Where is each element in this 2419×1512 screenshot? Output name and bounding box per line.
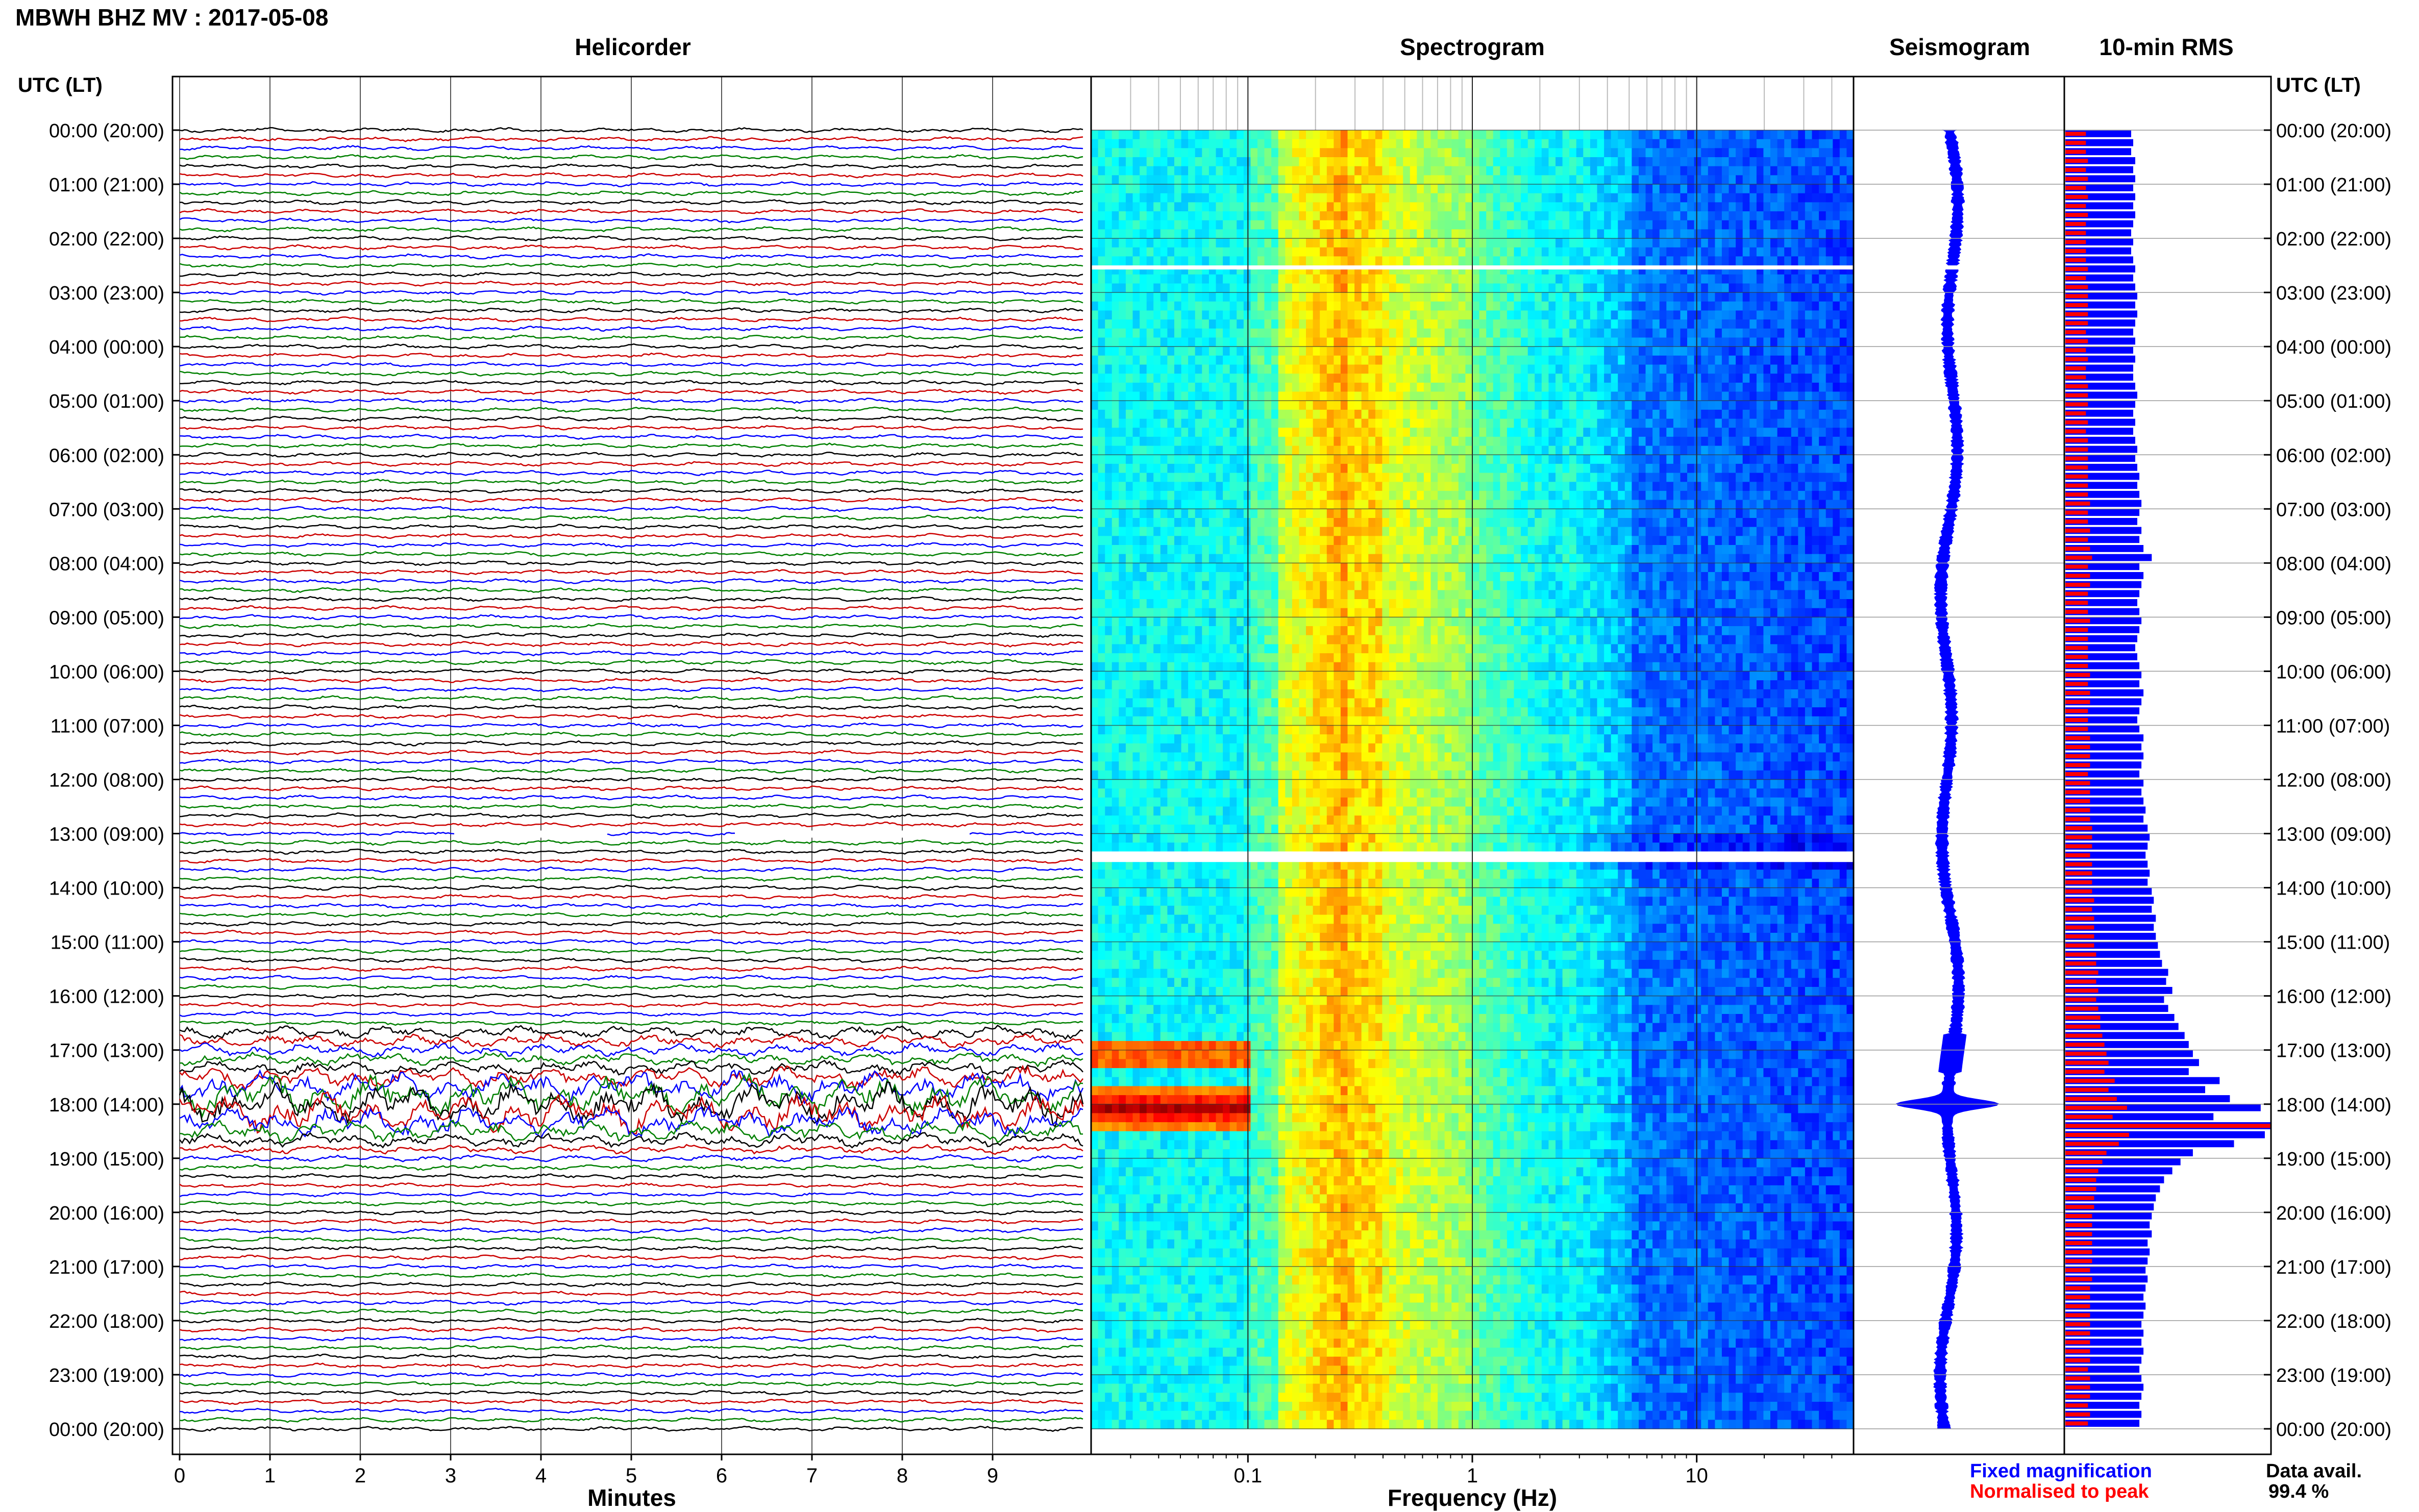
hour-label: 22:00 (18:00) xyxy=(2276,1311,2391,1332)
legend-fixed: Fixed magnification xyxy=(1970,1460,2152,1482)
hour-label: 02:00 (22:00) xyxy=(49,229,164,250)
spectrogram-image xyxy=(1091,77,1854,1429)
hour-label: 02:00 (22:00) xyxy=(2276,229,2391,250)
hour-label: 18:00 (14:00) xyxy=(2276,1095,2391,1116)
hour-label: 04:00 (00:00) xyxy=(2276,337,2391,358)
hour-label: 15:00 (11:00) xyxy=(2276,932,2390,954)
minute-tick-label: 4 xyxy=(535,1465,547,1487)
minute-tick-label: 0 xyxy=(174,1465,185,1487)
minute-tick-label: 9 xyxy=(987,1465,998,1487)
hour-label: 00:00 (20:00) xyxy=(2276,1419,2391,1441)
frequency-tick-label: 10 xyxy=(1685,1465,1708,1487)
hour-label: 07:00 (03:00) xyxy=(49,499,164,520)
station-title: MBWH BHZ MV : 2017-05-08 xyxy=(15,4,328,31)
hour-label: 13:00 (09:00) xyxy=(2276,824,2391,846)
hour-label: 10:00 (06:00) xyxy=(2276,661,2391,683)
helicorder-traces xyxy=(179,77,1084,1454)
utc-header-right: UTC (LT) xyxy=(2276,74,2361,96)
hour-label: 23:00 (19:00) xyxy=(49,1365,164,1386)
minute-tick-label: 6 xyxy=(716,1465,727,1487)
hour-label: 05:00 (01:00) xyxy=(49,391,164,412)
rms-title: 10-min RMS xyxy=(2099,34,2233,60)
utc-header-left: UTC (LT) xyxy=(18,74,103,96)
hour-label: 04:00 (00:00) xyxy=(49,337,164,358)
frequency-axis-label: Frequency (Hz) xyxy=(1388,1484,1557,1511)
hour-label: 07:00 (03:00) xyxy=(2276,499,2391,520)
hour-label: 16:00 (12:00) xyxy=(2276,986,2391,1008)
seismogram-title: Seismogram xyxy=(1889,34,2030,60)
frequency-tick-label: 0.1 xyxy=(1234,1465,1263,1487)
minute-tick-label: 3 xyxy=(445,1465,456,1487)
hour-label: 06:00 (02:00) xyxy=(2276,445,2391,466)
hour-label: 08:00 (04:00) xyxy=(2276,553,2391,575)
minute-tick-label: 1 xyxy=(264,1465,276,1487)
hour-label: 00:00 (20:00) xyxy=(49,1419,164,1441)
hour-label: 01:00 (21:00) xyxy=(2276,175,2391,196)
hour-label: 03:00 (23:00) xyxy=(49,283,164,304)
hour-label: 19:00 (15:00) xyxy=(49,1149,164,1170)
hour-label: 14:00 (10:00) xyxy=(49,878,164,900)
hour-label: 00:00 (20:00) xyxy=(2276,120,2391,142)
minute-tick-label: 8 xyxy=(897,1465,908,1487)
data-avail-label: Data avail. xyxy=(2266,1460,2362,1482)
rms-bars xyxy=(2065,130,2271,1427)
frequency-axis: 0.1 1 10 xyxy=(1130,1454,1833,1487)
hour-gridlines xyxy=(172,129,2271,1430)
hour-label: 17:00 (13:00) xyxy=(2276,1040,2391,1062)
plot-frame xyxy=(171,76,2272,1455)
hour-label: 13:00 (09:00) xyxy=(49,824,164,846)
hour-label: 11:00 (07:00) xyxy=(2276,715,2390,737)
hour-label: 21:00 (17:00) xyxy=(49,1257,164,1278)
hour-label: 09:00 (05:00) xyxy=(2276,607,2391,629)
hour-label: 01:00 (21:00) xyxy=(49,175,164,196)
minute-tick-label: 7 xyxy=(806,1465,818,1487)
frequency-tick-label: 1 xyxy=(1467,1465,1478,1487)
hour-label: 20:00 (16:00) xyxy=(49,1203,164,1224)
minute-tick-label: 5 xyxy=(626,1465,637,1487)
hour-label: 08:00 (04:00) xyxy=(49,553,164,575)
minutes-axis: 0 1 2 3 4 5 6 7 8 9 xyxy=(174,1454,998,1487)
hour-label: 23:00 (19:00) xyxy=(2276,1365,2391,1386)
hour-label: 21:00 (17:00) xyxy=(2276,1257,2391,1278)
hour-label: 20:00 (16:00) xyxy=(2276,1203,2391,1224)
hour-labels-left: 00:00 (20:00) 01:00 (21:00) 02:00 (22:00) 0… xyxy=(49,120,164,1441)
legend-normalised: Normalised to peak xyxy=(1970,1481,2149,1502)
minute-tick-label: 2 xyxy=(355,1465,366,1487)
hour-label: 16:00 (12:00) xyxy=(49,986,164,1008)
hour-label: 18:00 (14:00) xyxy=(49,1095,164,1116)
hour-labels-right: 00:00 (20:00) 01:00 (21:00) 02:00 (22:00) 0… xyxy=(2276,120,2391,1441)
hour-label: 00:00 (20:00) xyxy=(49,120,164,142)
hour-label: 22:00 (18:00) xyxy=(49,1311,164,1332)
data-avail-value: 99.4 % xyxy=(2268,1481,2329,1502)
hour-label: 09:00 (05:00) xyxy=(49,607,164,629)
hour-label: 10:00 (06:00) xyxy=(49,661,164,683)
hour-label: 14:00 (10:00) xyxy=(2276,878,2391,900)
helicorder-title: Helicorder xyxy=(575,34,691,60)
hour-label: 05:00 (01:00) xyxy=(2276,391,2391,412)
minutes-axis-label: Minutes xyxy=(587,1484,676,1511)
hour-label: 19:00 (15:00) xyxy=(2276,1149,2391,1170)
hour-label: 03:00 (23:00) xyxy=(2276,283,2391,304)
hour-label: 06:00 (02:00) xyxy=(49,445,164,466)
hour-label: 15:00 (11:00) xyxy=(51,932,164,954)
hour-label: 11:00 (07:00) xyxy=(51,715,164,737)
spectrogram-title: Spectrogram xyxy=(1400,34,1545,60)
hour-label: 17:00 (13:00) xyxy=(49,1040,164,1062)
hour-label: 12:00 (08:00) xyxy=(2276,770,2391,791)
hour-label: 12:00 (08:00) xyxy=(49,770,164,791)
